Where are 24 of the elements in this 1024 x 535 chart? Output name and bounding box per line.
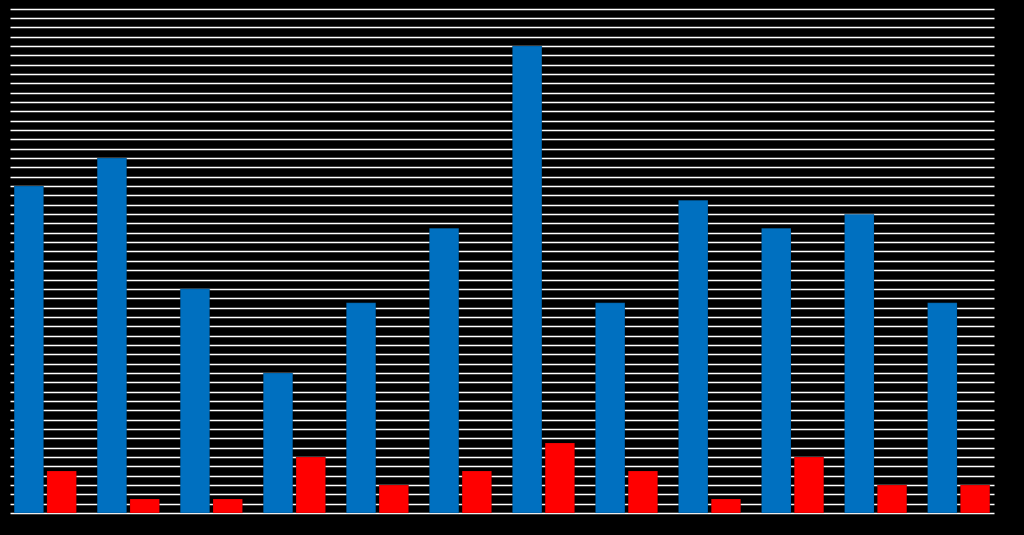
bar xyxy=(512,45,543,514)
bar xyxy=(761,227,792,514)
bar xyxy=(13,185,44,514)
bar xyxy=(96,157,127,514)
bar xyxy=(346,302,377,514)
bar xyxy=(595,302,626,514)
bar xyxy=(212,498,243,514)
bar xyxy=(627,470,658,514)
bar xyxy=(378,484,409,514)
bar xyxy=(129,498,160,514)
bar xyxy=(678,199,709,514)
bar xyxy=(46,470,77,514)
bar xyxy=(877,484,908,514)
bar xyxy=(710,498,741,514)
bar xyxy=(429,227,460,514)
bar xyxy=(263,372,294,514)
bar xyxy=(295,456,326,514)
bar xyxy=(179,288,210,514)
bar xyxy=(927,302,958,514)
bar xyxy=(960,484,991,514)
bar xyxy=(844,213,875,514)
bar xyxy=(461,470,492,514)
bar xyxy=(794,456,825,514)
bar xyxy=(544,442,575,514)
